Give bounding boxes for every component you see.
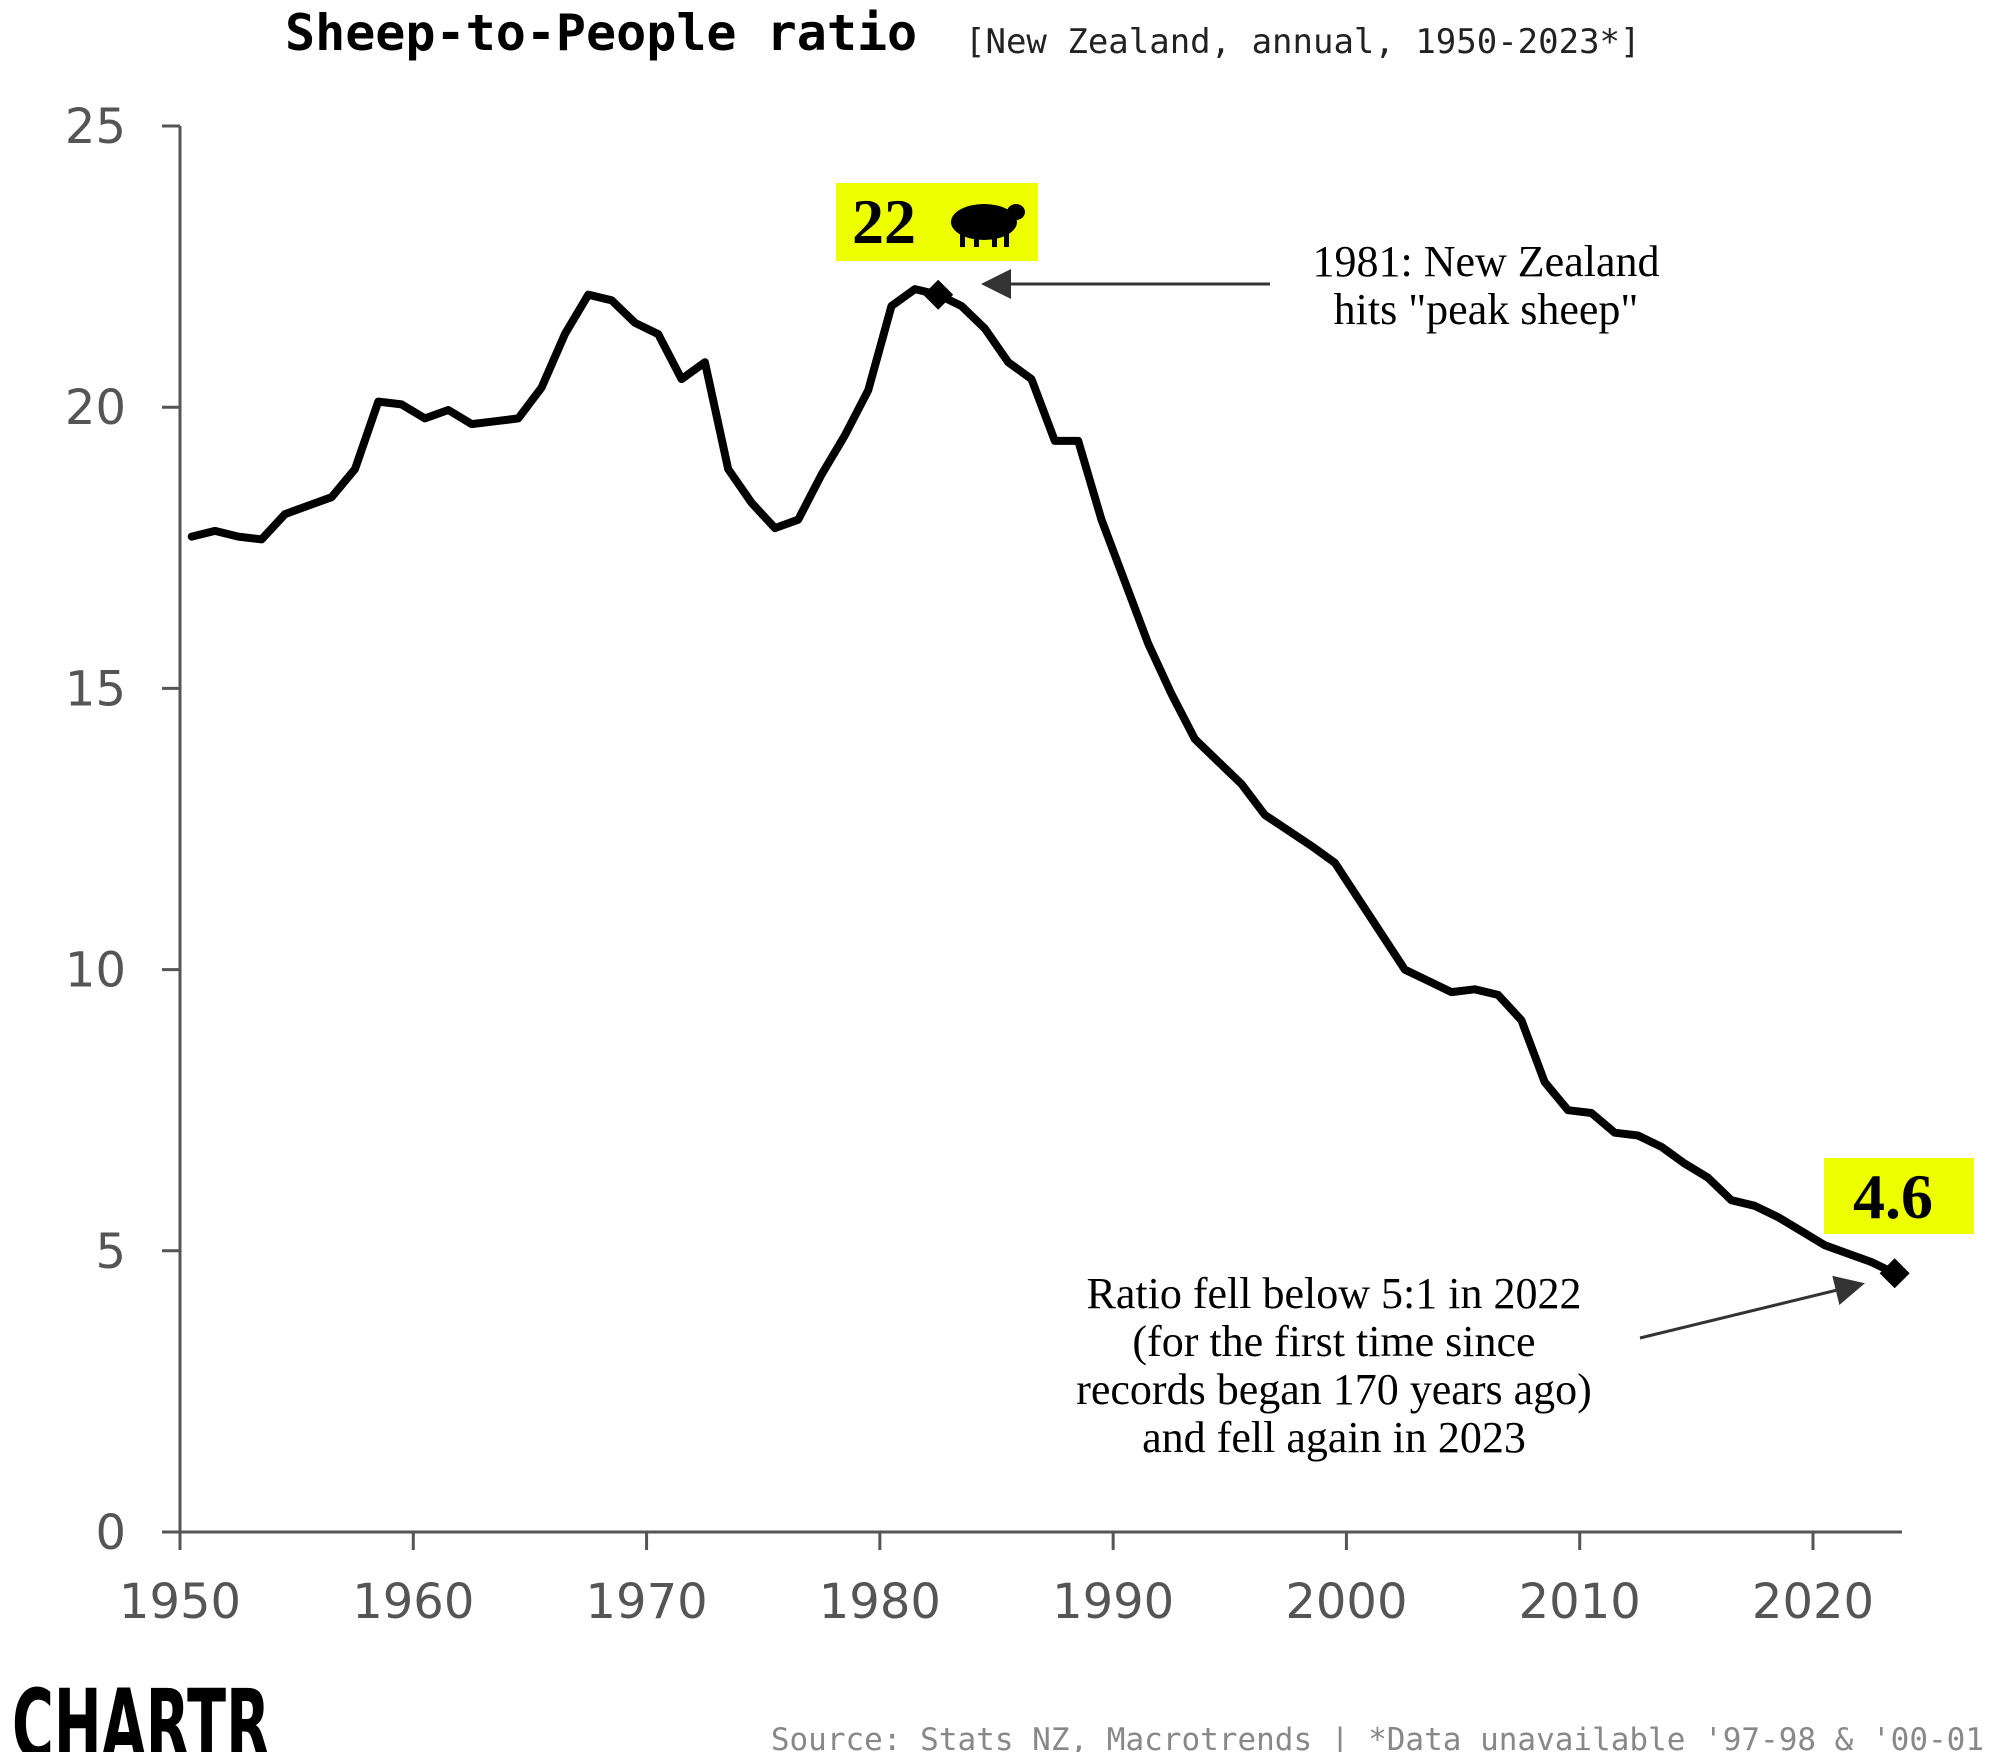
annotation-peak-line-1: 1981: New Zealand — [1313, 237, 1660, 286]
y-tick-label: 15 — [65, 661, 126, 717]
annotation-latest-arrow — [1639, 1275, 1865, 1340]
y-tick-label: 0 — [95, 1505, 126, 1561]
source-note: Source: Stats NZ, Macrotrends | *Data un… — [771, 1722, 1984, 1752]
annotation-latest-line-1: Ratio fell below 5:1 in 2022 — [1087, 1269, 1582, 1318]
x-tick-label: 1960 — [352, 1574, 474, 1630]
axes — [178, 126, 1902, 1534]
x-tick-label: 1990 — [1052, 1574, 1174, 1630]
highlight-marker — [1879, 1258, 1910, 1289]
chartr-logo-text: CHARTR — [12, 1669, 270, 1752]
annotation-latest-line-2: (for the first time since — [1132, 1317, 1535, 1366]
y-tick-label: 20 — [65, 380, 126, 436]
highlight-marker — [923, 279, 954, 310]
x-axis-ticks: 1950 1960 1970 1980 1990 2000 2010 2020 — [119, 1532, 1874, 1630]
chart-subtitle: [New Zealand, annual, 1950-2023*] — [965, 22, 1641, 62]
x-tick-label: 1980 — [819, 1574, 941, 1630]
chartr-logo: CHARTR — [12, 1669, 270, 1752]
x-tick-label: 2000 — [1285, 1574, 1407, 1630]
annotation-latest-line-4: and fell again in 2023 — [1142, 1413, 1526, 1462]
y-axis-ticks: 0 5 10 15 20 25 — [65, 99, 180, 1561]
callout-latest: 4.6 — [1824, 1158, 1974, 1234]
y-tick-label: 25 — [65, 99, 126, 155]
x-tick-label: 1970 — [585, 1574, 707, 1630]
callout-latest-label: 4.6 — [1853, 1161, 1933, 1232]
y-tick-label: 5 — [95, 1224, 126, 1280]
chart-title: Sheep-to-People ratio — [285, 4, 917, 62]
callout-peak-label: 22 — [852, 186, 916, 257]
annotation-peak-line-2: hits "peak sheep" — [1334, 285, 1639, 334]
y-tick-label: 10 — [65, 943, 126, 999]
annotation-peak: 1981: New Zealand hits "peak sheep" — [981, 237, 1660, 334]
x-tick-label: 1950 — [119, 1574, 241, 1630]
x-tick-label: 2020 — [1752, 1574, 1874, 1630]
series-line — [187, 285, 1899, 1278]
annotation-latest: Ratio fell below 5:1 in 2022 (for the fi… — [1076, 1269, 1865, 1462]
callout-latest-background — [1824, 1158, 1974, 1234]
x-tick-label: 2010 — [1519, 1574, 1641, 1630]
sheep-icon — [951, 204, 1025, 247]
annotation-latest-line-3: records began 170 years ago) — [1076, 1365, 1592, 1414]
series-layer — [187, 279, 1910, 1289]
callout-peak: 22 — [836, 183, 1038, 261]
